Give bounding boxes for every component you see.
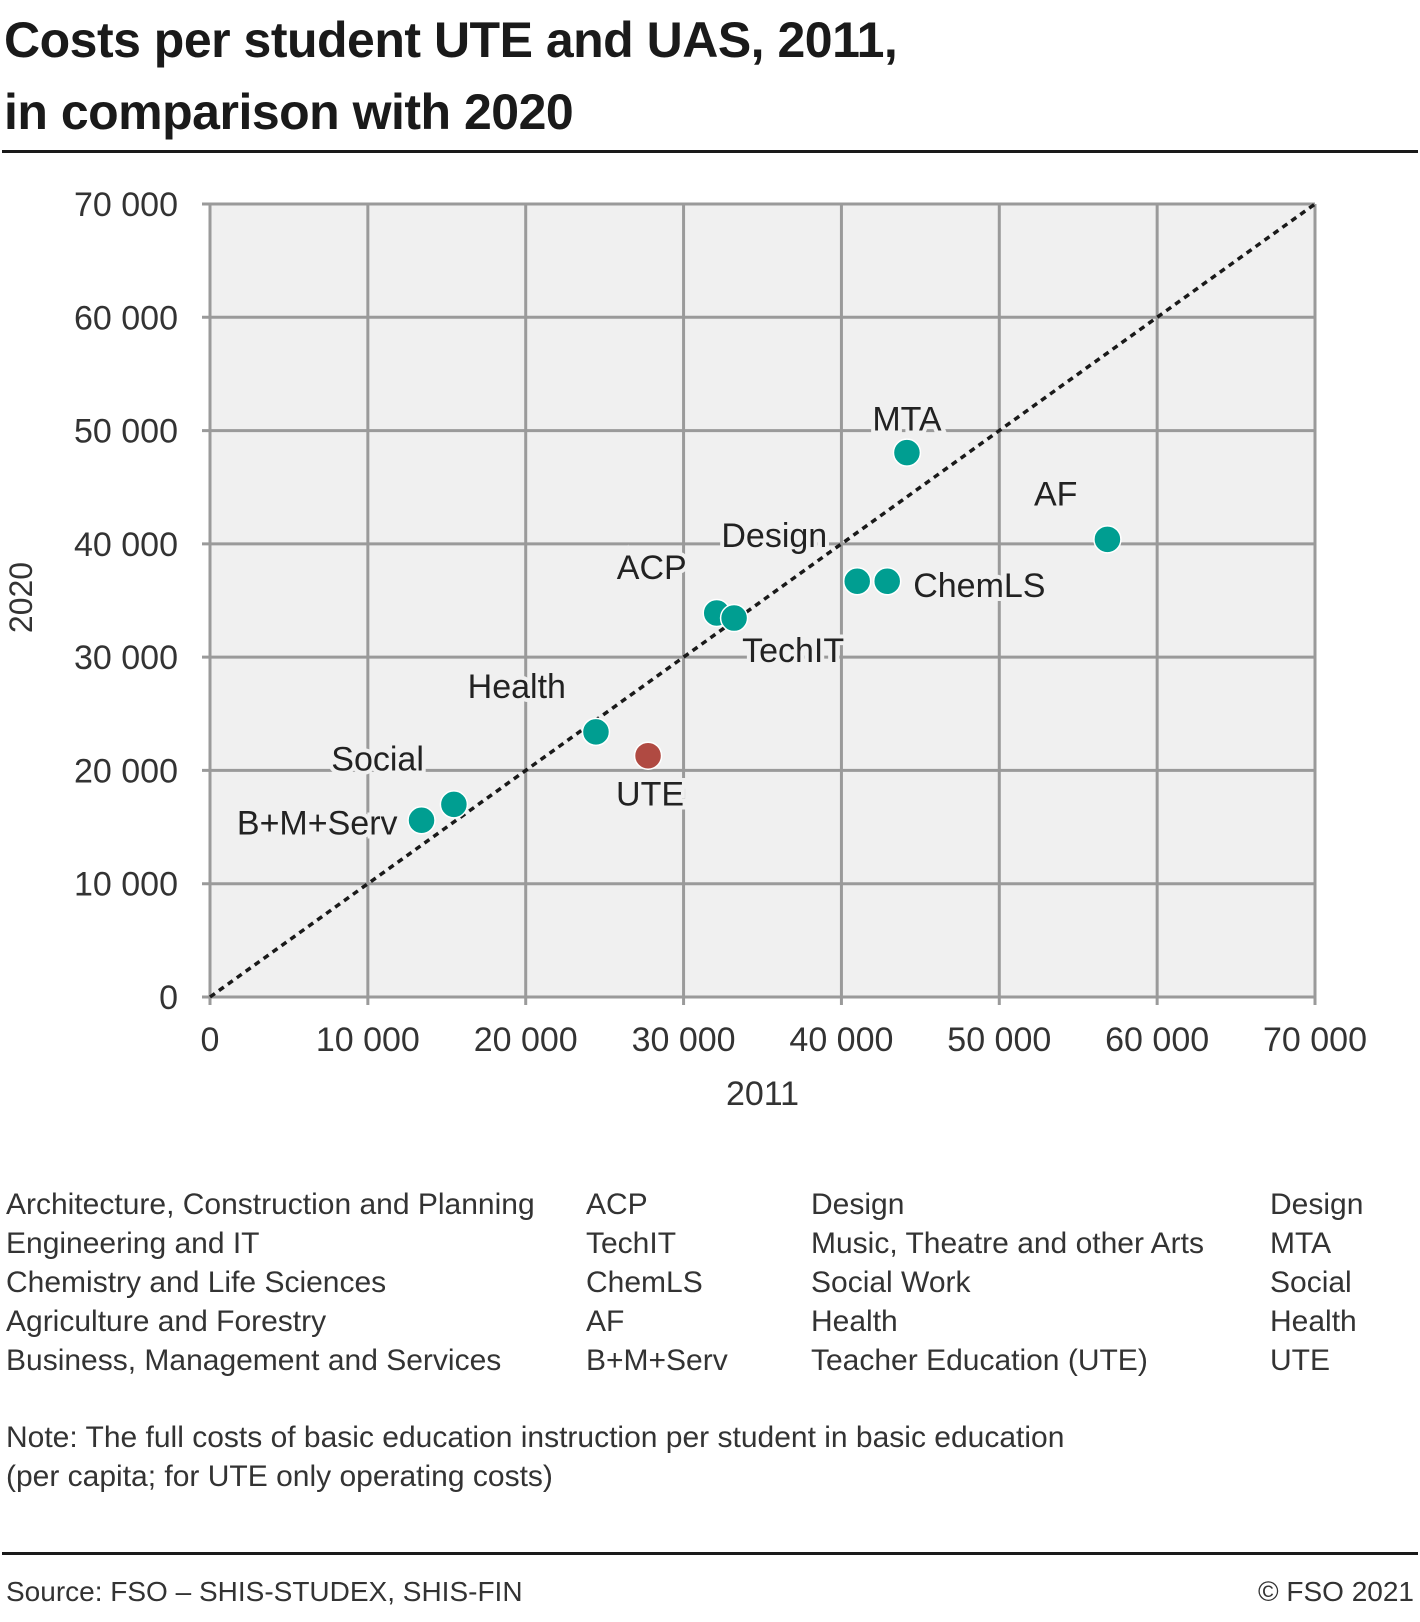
legend-abbreviation: AF [586,1305,625,1338]
point-label-ute: UTE [616,776,684,814]
legend-full-name: Engineering and IT [6,1227,260,1260]
x-tick-label: 50 000 [947,1021,1051,1059]
legend-abbreviation: UTE [1270,1344,1330,1377]
chart-title: Costs per student UTE and UAS, 2011, in … [4,4,898,148]
data-points [407,438,1122,835]
note-line-2: (per capita; for UTE only operating cost… [6,1460,553,1493]
legend-abbreviation: ACP [586,1188,648,1221]
source-text: Source: FSO – SHIS-STUDEX, SHIS-FIN [6,1576,523,1607]
y-tick-label: 10 000 [74,866,178,904]
y-axis-label: 2020 [3,562,39,633]
y-tick-label: 0 [159,979,178,1017]
data-point-af [1093,525,1122,554]
legend-abbreviation: Design [1270,1188,1364,1221]
footer-divider [2,1552,1418,1555]
point-label-social: Social [331,740,424,778]
point-label-mta: MTA [872,401,942,439]
data-point-social [439,790,469,819]
y-tick-label: 70 000 [74,186,178,224]
data-point-health [581,717,611,747]
chart-title-line-2: in comparison with 2020 [4,84,574,140]
point-label-acp: ACP [617,549,687,587]
legend-full-name: Teacher Education (UTE) [811,1344,1148,1377]
legend-full-name: Health [811,1305,898,1338]
y-tick-label: 30 000 [74,639,178,677]
point-labels: B+M+Serv Social Health UTE ACP TechIT Design Ch… [233,397,1082,847]
x-tick-label: 60 000 [1105,1021,1209,1059]
point-label-health: Health [468,668,566,706]
legend-abbreviation: B+M+Serv [586,1344,728,1377]
note-line-1: Note: The full costs of basic education … [6,1421,1065,1454]
axis-ticks: 0 10 000 20 000 30 000 40 000 50 000 60 000 70 … [74,186,1367,1059]
x-tick-label: 0 [201,1021,220,1059]
legend-full-name: Music, Theatre and other Arts [811,1227,1204,1260]
chart-note: Note: The full costs of basic education … [6,1418,1064,1496]
legend-abbreviation: TechIT [586,1227,677,1260]
legend-full-name: Design [811,1188,905,1221]
legend-abbreviation: Social [1270,1266,1352,1299]
y-tick-label: 20 000 [74,752,178,790]
legend-abbreviation: MTA [1270,1227,1332,1260]
legend-full-name: Social Work [811,1266,971,1299]
x-axis-label: 2011 [726,1075,799,1113]
x-tick-label: 20 000 [474,1021,578,1059]
title-divider [2,150,1418,153]
legend-abbreviation: ChemLS [586,1266,703,1299]
legend-full-name: Agriculture and Forestry [6,1305,327,1338]
y-tick-label: 40 000 [74,526,178,564]
point-label-techit: TechIT [742,632,844,670]
x-tick-label: 40 000 [789,1021,893,1059]
y-tick-label: 60 000 [74,299,178,337]
x-tick-label: 70 000 [1263,1021,1367,1059]
data-point-mta [892,438,922,467]
scatter-chart: 0 10 000 20 000 30 000 40 000 50 000 60 000 70 … [3,186,1367,1113]
data-point-ute [633,741,663,770]
legend-full-name: Business, Management and Services [6,1344,502,1377]
point-label-b-m-serv: B+M+Serv [237,804,398,842]
y-tick-label: 50 000 [74,413,178,451]
parity-diagonal-line [208,202,1317,999]
point-label-design: Design [721,517,827,555]
data-point-chemls [872,566,902,596]
grid-lines [202,202,1317,1005]
x-tick-label: 10 000 [316,1021,420,1059]
legend-full-name: Chemistry and Life Sciences [6,1266,387,1299]
data-point-b-m-serv [407,806,436,835]
point-label-chemls: ChemLS [913,567,1045,605]
copyright-text: © FSO 2021 [1257,1576,1414,1607]
chart-title-line-1: Costs per student UTE and UAS, 2011, [4,12,898,68]
x-tick-label: 30 000 [632,1021,736,1059]
legend-full-name: Architecture, Construction and Planning [6,1188,535,1221]
point-label-af: AF [1034,475,1077,513]
legend-abbreviation: Health [1270,1305,1357,1338]
data-point-design [842,566,872,596]
data-point-techit [719,603,749,633]
